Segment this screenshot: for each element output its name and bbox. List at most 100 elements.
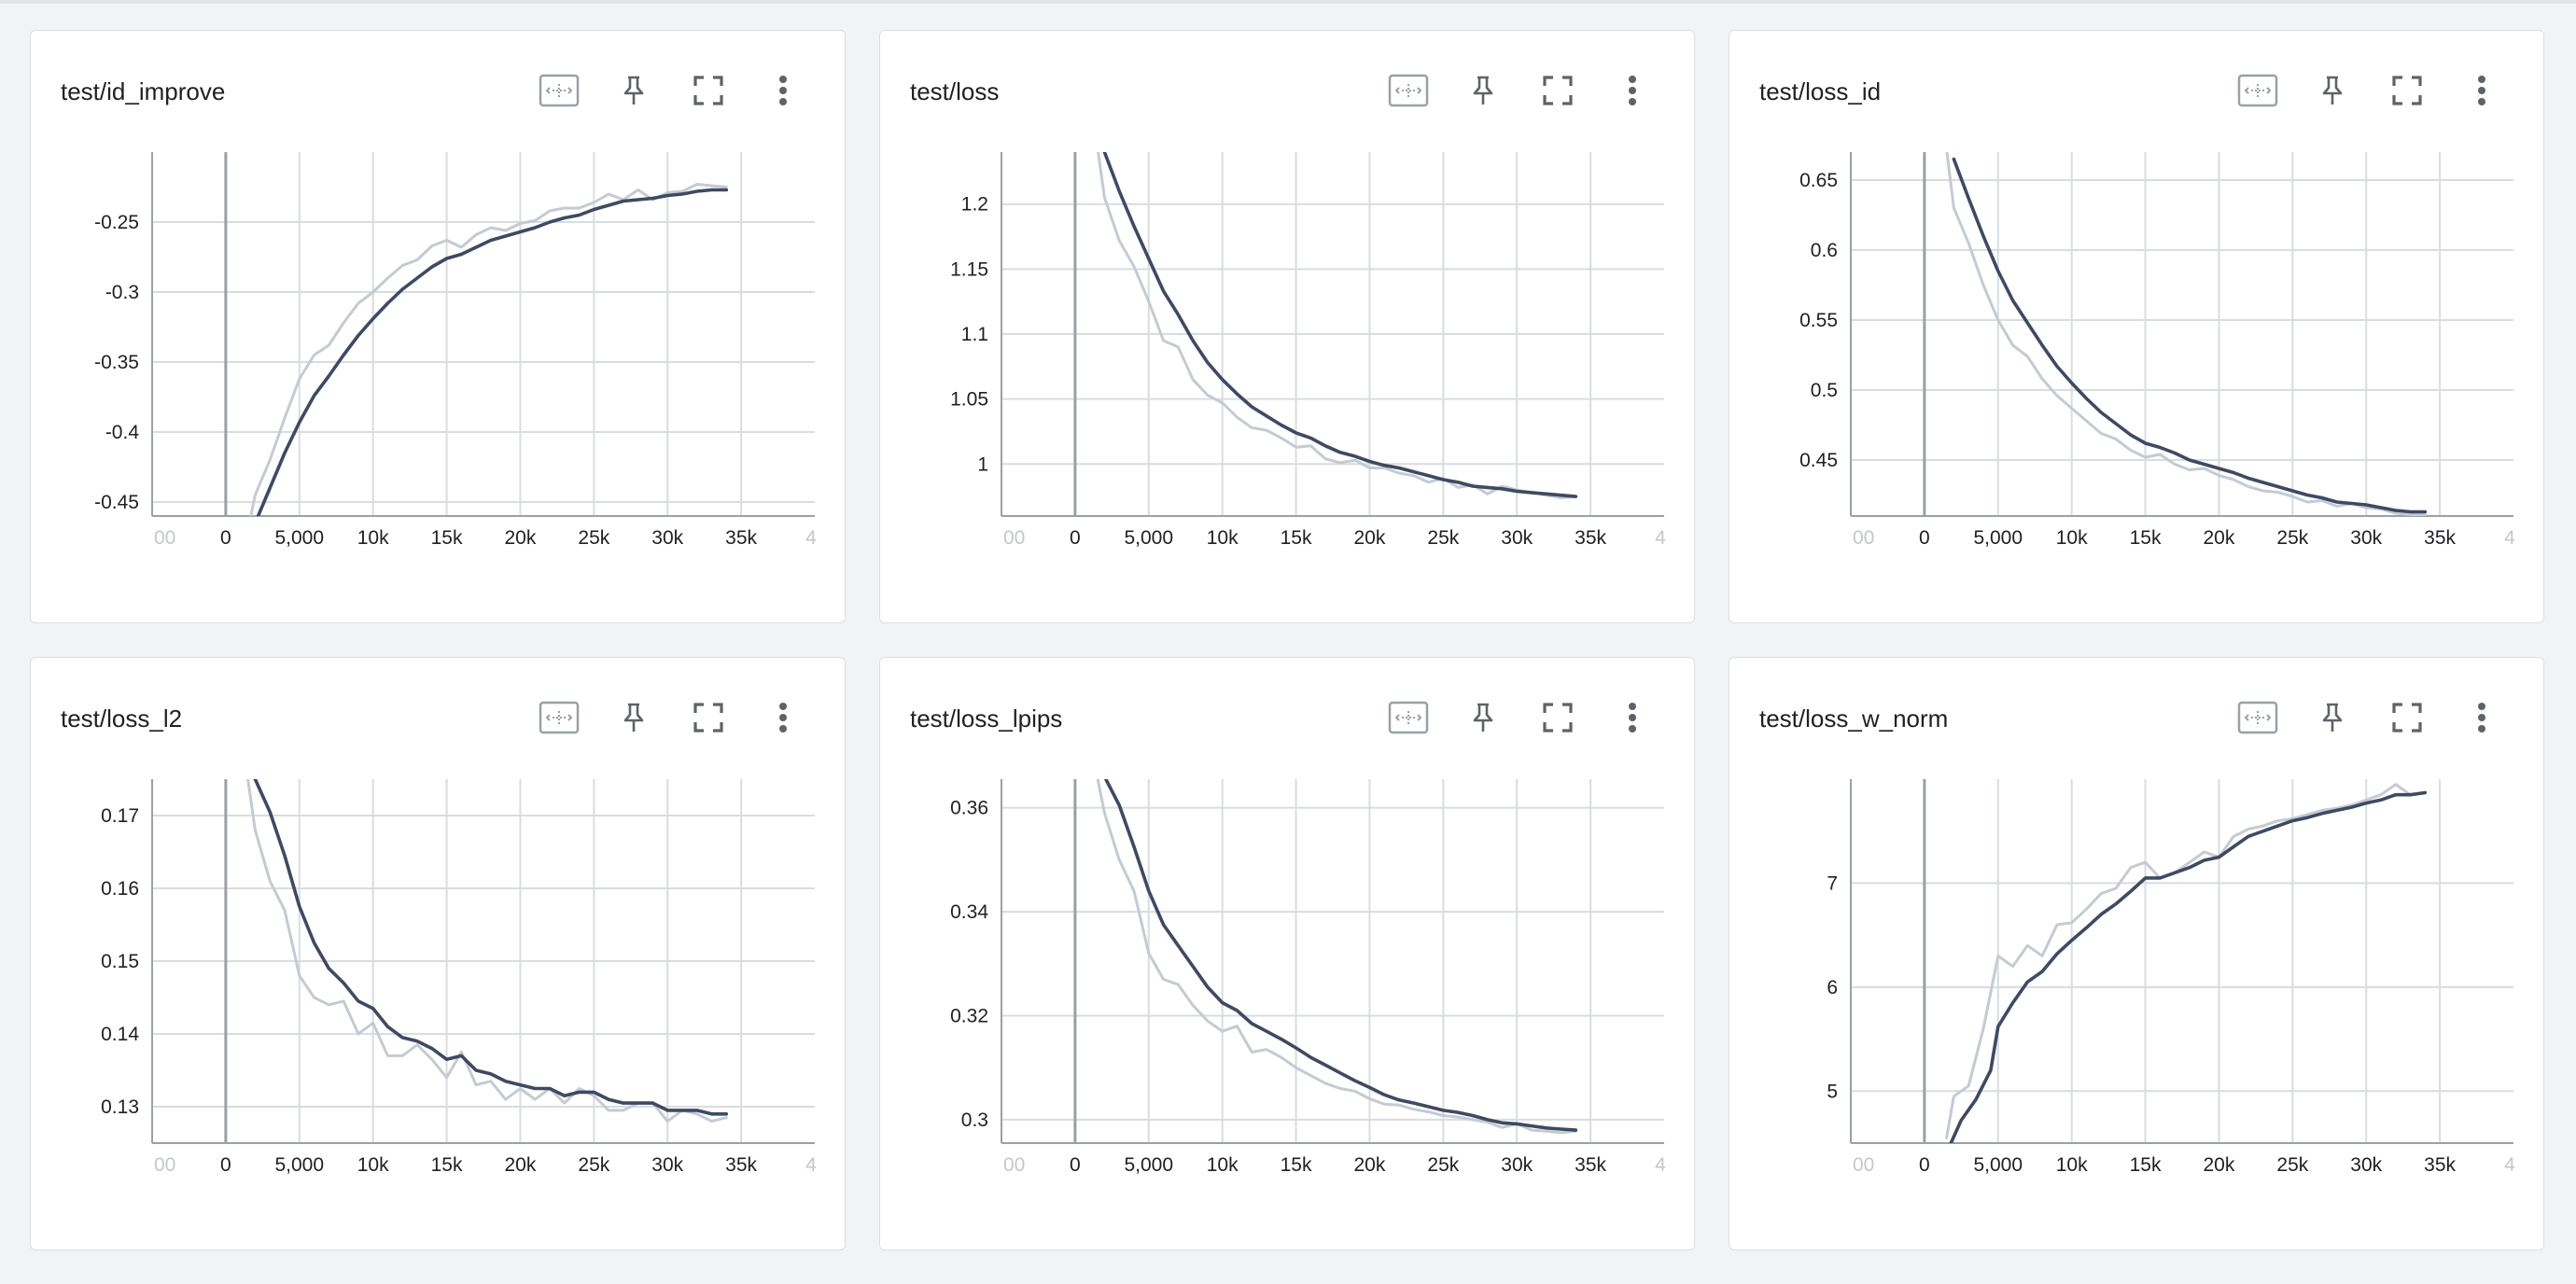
fit-domain-button[interactable]: [522, 72, 596, 109]
line-chart[interactable]: -0.45 -0.4 -0.35 -0.3 -0.25 0 5,000 10k 15k 20k 25…: [31, 133, 847, 581]
x-tick-label: 10k: [1207, 527, 1239, 549]
x-tick-label: 30k: [2350, 1154, 2382, 1176]
x-tick-label: 30k: [651, 1154, 683, 1176]
y-tick-label: 0.32: [950, 1006, 988, 1027]
fullscreen-button[interactable]: [1520, 72, 1595, 109]
chart-svg: 0.45 0.5 0.55 0.6 0.65 0 5,000 10k 15k 20k 25k 30k 3…: [1799, 152, 2515, 549]
x-tick-label: 15k: [2130, 527, 2162, 549]
pin-button[interactable]: [596, 72, 671, 109]
x-tick-label: 5,000: [1973, 1154, 2023, 1176]
card-title: test/loss_l2: [61, 705, 183, 733]
card-toolbar: [1371, 699, 1670, 736]
y-tick-label: 0.3: [961, 1110, 988, 1131]
y-tick-label: 7: [1827, 872, 1838, 894]
series-group: [1945, 152, 2428, 516]
x-tick-label: 15k: [2130, 1154, 2162, 1176]
y-tick-label: 0.15: [101, 951, 139, 972]
pin-icon: [621, 75, 647, 106]
card-title: test/loss_w_norm: [1759, 705, 1949, 733]
y-tick-label: 0.55: [1799, 310, 1838, 331]
fullscreen-button[interactable]: [671, 699, 746, 736]
pin-button[interactable]: [596, 699, 671, 736]
x-tick-label: 5,000: [1124, 1154, 1173, 1176]
x-edge-label: 4: [1655, 527, 1666, 549]
more-options-button[interactable]: [2444, 72, 2519, 109]
smoothed-series-line: [1949, 790, 2428, 1143]
x-tick-label: 25k: [1427, 527, 1459, 549]
y-tick-label: 0.45: [1799, 450, 1838, 471]
fullscreen-icon: [2392, 76, 2422, 105]
x-tick-label: 0: [220, 1154, 231, 1176]
fullscreen-icon: [2392, 703, 2422, 733]
more-options-button[interactable]: [746, 699, 820, 736]
pin-button[interactable]: [2295, 72, 2370, 109]
pin-button[interactable]: [1446, 72, 1520, 109]
x-edge-label: 4: [2504, 1154, 2515, 1176]
fullscreen-button[interactable]: [2370, 72, 2444, 109]
x-tick-label: 15k: [1281, 1154, 1312, 1176]
raw-series-line: [1096, 779, 1577, 1135]
pin-button[interactable]: [1446, 699, 1520, 736]
fit-domain-button[interactable]: [1371, 72, 1446, 109]
y-tick-label: 0.5: [1811, 380, 1838, 401]
x-tick-label: 35k: [2424, 1154, 2456, 1176]
more-options-button[interactable]: [1595, 699, 1670, 736]
x-tick-label: 35k: [1575, 1154, 1606, 1176]
raw-series-line: [1097, 152, 1577, 499]
chart-card: test/loss_id 0.45 0.5 0.55 0.6 0.65 0 5,000 10k…: [1729, 30, 2544, 623]
pin-icon: [621, 702, 647, 733]
more-vert-icon: [1628, 75, 1637, 106]
x-edge-label: 4: [805, 527, 817, 549]
pin-icon: [1470, 702, 1496, 733]
more-vert-icon: [2477, 702, 2486, 733]
fullscreen-button[interactable]: [1520, 699, 1595, 736]
smoothed-series-line: [256, 188, 729, 516]
x-edge-label: 00: [1003, 527, 1025, 549]
x-tick-label: 0: [1070, 527, 1081, 549]
y-tick-label: -0.45: [94, 492, 139, 513]
x-tick-label: 5,000: [1973, 527, 2023, 549]
x-tick-label: 15k: [1281, 527, 1312, 549]
pin-button[interactable]: [2295, 699, 2370, 736]
chart-svg: 0.3 0.32 0.34 0.36 0 5,000 10k 15k 20k 25k 30k 35k 0…: [950, 779, 1666, 1176]
y-tick-label: -0.3: [105, 282, 139, 303]
fit-domain-icon: [539, 74, 580, 107]
fit-domain-button[interactable]: [1371, 699, 1446, 736]
raw-series-line: [1945, 783, 2427, 1139]
more-options-button[interactable]: [1595, 72, 1670, 109]
y-tick-label: 0.34: [950, 901, 988, 923]
x-edge-label: 4: [805, 1154, 817, 1176]
line-chart[interactable]: 5 6 7 0 5,000 10k 15k 20k 25k 30k 35k 00 4: [1729, 761, 2545, 1208]
x-tick-label: 30k: [2350, 527, 2382, 549]
fit-domain-icon: [2237, 74, 2278, 107]
x-tick-label: 10k: [2056, 1154, 2088, 1176]
line-chart[interactable]: 0.45 0.5 0.55 0.6 0.65 0 5,000 10k 15k 20k 25k 30k 3…: [1729, 133, 2545, 581]
fullscreen-button[interactable]: [2370, 699, 2444, 736]
more-options-button[interactable]: [2444, 699, 2519, 736]
line-chart[interactable]: 1 1.05 1.1 1.15 1.2 0 5,000 10k 15k 20k 25k 30k 35k 0…: [880, 133, 1696, 581]
fit-domain-button[interactable]: [522, 699, 596, 736]
fullscreen-icon: [693, 76, 723, 105]
chart-card: test/loss 1 1.05 1.1 1.15 1.2 0 5,000 10k 15k 20k…: [879, 30, 1695, 623]
x-tick-label: 0: [1919, 527, 1930, 549]
card-title: test/loss: [910, 77, 1000, 105]
x-tick-label: 20k: [2204, 527, 2235, 549]
fit-domain-button[interactable]: [2220, 72, 2295, 109]
x-tick-label: 0: [1919, 1154, 1930, 1176]
more-options-button[interactable]: [746, 72, 820, 109]
x-edge-label: 00: [154, 1154, 175, 1176]
y-tick-label: 1.1: [961, 324, 988, 345]
chart-card: test/loss_l2 0.13 0.14 0.15 0.16 0.17 0 5,000 1…: [30, 657, 846, 1250]
series-group: [246, 779, 729, 1124]
x-tick-label: 20k: [505, 527, 537, 549]
chart-card: test/id_improve -0.45 -0.4 -0.35 -0.3 -0.25 0…: [30, 30, 846, 623]
fullscreen-button[interactable]: [671, 72, 746, 109]
more-vert-icon: [778, 702, 788, 733]
line-chart[interactable]: 0.3 0.32 0.34 0.36 0 5,000 10k 15k 20k 25k 30k 35k 0…: [880, 761, 1696, 1208]
chart-svg: 5 6 7 0 5,000 10k 15k 20k 25k 30k 35k 00 4: [1827, 779, 2515, 1176]
fit-domain-button[interactable]: [2220, 699, 2295, 736]
line-chart[interactable]: 0.13 0.14 0.15 0.16 0.17 0 5,000 10k 15k 20k 25k 30…: [31, 761, 847, 1208]
series-group: [1945, 783, 2428, 1143]
y-tick-label: 0.6: [1811, 240, 1838, 261]
pin-icon: [2319, 75, 2345, 106]
